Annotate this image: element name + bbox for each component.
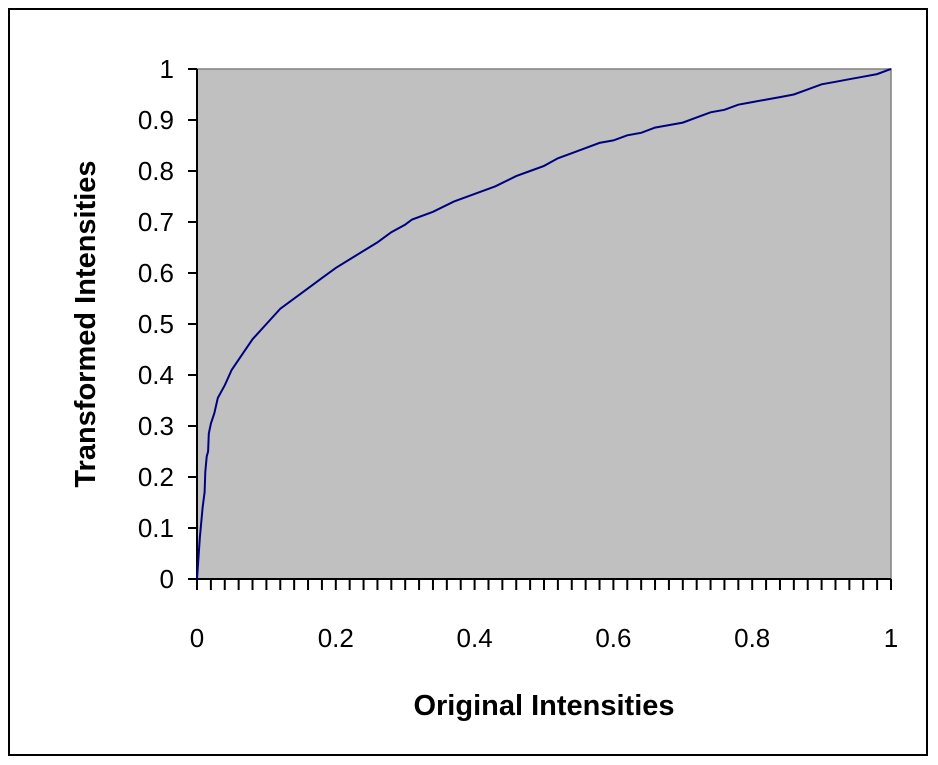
y-tick-label: 0.8 [138,156,174,186]
y-tick-label: 0.7 [138,207,174,237]
x-tick-label: 1 [884,623,898,653]
y-axis: 0 0.1 0.2 0.3 0.4 0.5 0.6 0.7 0.8 0.9 1 [138,54,198,594]
plot-area [196,68,892,580]
x-tick-label: 0.4 [457,623,493,653]
series-line [196,68,892,580]
x-tick-label: 0.6 [595,623,631,653]
x-tick-label: 0 [190,623,204,653]
x-axis: 0 0.2 0.4 0.6 0.8 1 [190,578,898,653]
y-axis-title: Transformed Intensities [70,160,102,487]
y-tick-label: 1 [160,54,174,84]
x-tick-label: 0.2 [318,623,354,653]
y-tick-label: 0.2 [138,462,174,492]
y-tick-label: 0.6 [138,258,174,288]
y-tick-label: 0 [160,564,174,594]
x-axis-title: Original Intensities [413,690,674,722]
y-tick-label: 0.4 [138,360,174,390]
y-tick-label: 0.9 [138,105,174,135]
y-tick-label: 0.5 [138,309,174,339]
x-tick-label: 0.8 [734,623,770,653]
y-tick-label: 0.1 [138,513,174,543]
y-tick-label: 0.3 [138,411,174,441]
